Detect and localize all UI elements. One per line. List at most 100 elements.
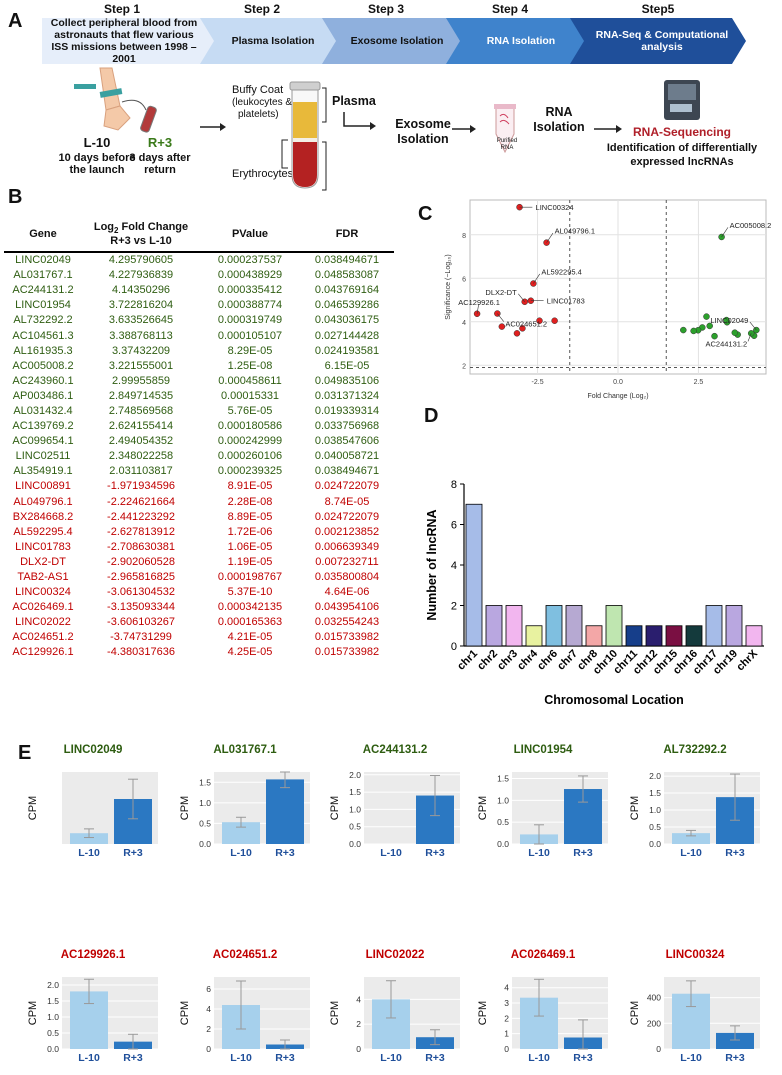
- y-axis-label: CPM: [629, 796, 641, 820]
- table-row: AL161935.3 3.37432209 8.29E-05 0.024193581: [4, 344, 394, 359]
- cell-fdr: 0.031371324: [314, 389, 380, 402]
- table-row: AL354919.1 2.031103817 0.000239325 0.038494…: [4, 464, 394, 479]
- cell-gene: TAB2-AS1: [17, 571, 69, 584]
- y-tick-label: 4: [451, 560, 457, 572]
- cell-fc: 2.494054352: [108, 435, 174, 448]
- table-row: LINC02049 4.295790605 0.000237537 0.0384946…: [4, 252, 394, 268]
- volcano-plot: -2.5 0.0 2.5 2 4 6 8 Fold Change (Log₂) Signific…: [445, 199, 771, 400]
- cell-gene: LINC00324: [15, 586, 71, 599]
- point-label: LINC01783: [547, 297, 585, 306]
- x-tick-label: R+3: [425, 1052, 445, 1064]
- fc-header-sub: 2: [114, 226, 119, 236]
- data-point: [551, 317, 558, 324]
- bar: [266, 779, 304, 844]
- cell-fc: 3.388768113: [109, 329, 173, 342]
- r3-label: R+3: [147, 135, 173, 150]
- cell-fc: 2.849714535: [108, 389, 174, 402]
- tube-bracket: [320, 87, 327, 206]
- identification-label-2: expressed lncRNAs: [630, 156, 734, 168]
- cell-p: 8.91E-05: [227, 480, 273, 493]
- cell-fdr: 8.74E-05: [324, 495, 370, 508]
- y-axis-label: CPM: [179, 796, 191, 820]
- cell-fc: -1.971934596: [107, 480, 175, 493]
- label-leader: [749, 321, 757, 331]
- cell-p: 1.25E-08: [227, 359, 273, 372]
- cell-fdr: 0.019339314: [314, 404, 380, 417]
- mini-chart-title: LINC02049: [63, 744, 123, 756]
- y-tick-label: 1.5: [199, 777, 211, 787]
- cell-fdr: 0.024722079: [314, 480, 380, 493]
- cell-fc: 3.722816204: [108, 299, 174, 312]
- cell-fc: -3.74731299: [110, 631, 172, 644]
- mini-chart-title: AC244131.2: [362, 744, 428, 756]
- cell-p: 0.000260106: [217, 450, 283, 463]
- cell-fc: 3.37432209: [111, 344, 171, 357]
- y-tick-label: 2.0: [649, 771, 661, 781]
- cell-fdr: 0.032554243: [314, 616, 380, 629]
- table-row: AC139769.2 2.624155414 0.000180586 0.033756…: [4, 419, 394, 434]
- x-tick-label: 0.0: [613, 379, 623, 386]
- plasma-label: Plasma: [332, 94, 376, 108]
- arrow-icon: [452, 125, 476, 133]
- y-tick-label: 0: [656, 1044, 661, 1054]
- label-leader: [546, 232, 554, 243]
- table-row: AC129926.1 -4.380317636 4.25E-05 0.01573398…: [4, 645, 394, 660]
- x-tick-label: chrX: [734, 647, 760, 673]
- cell-gene: AP003486.1: [12, 389, 74, 402]
- y-tick-label: 0.5: [47, 1028, 59, 1038]
- bar: [70, 833, 108, 844]
- panel-label-e: E: [18, 742, 32, 764]
- x-axis-label: Chromosomal Location: [544, 693, 684, 707]
- cell-fdr: 0.043954106: [314, 601, 380, 614]
- y-tick-label: 1.0: [349, 804, 361, 814]
- table-row: AC244131.2 4.14350296 0.000335412 0.0437691…: [4, 283, 394, 298]
- step-title: Step 4: [491, 2, 528, 16]
- y-tick-label: 2: [206, 1024, 211, 1034]
- erythrocytes-label: Erythrocytes: [232, 168, 294, 180]
- cell-fc: -2.627813912: [107, 525, 175, 538]
- label-leader: [518, 293, 525, 302]
- cell-fdr: 0.046539286: [314, 299, 380, 312]
- cell-fc: 4.14350296: [111, 284, 171, 297]
- panel-label-d: D: [424, 405, 439, 427]
- workflow-step: RNA-Seq & Computational analysis: [570, 18, 746, 64]
- data-point: [543, 239, 550, 246]
- point-label: LINC02049: [710, 316, 748, 325]
- x-tick-label: -2.5: [532, 379, 544, 386]
- table-row: AL049796.1 -2.224621664 2.28E-08 8.74E-05: [4, 495, 394, 510]
- x-tick-label: L-10: [78, 1052, 100, 1064]
- cell-p: 0.00015331: [220, 389, 280, 402]
- table-row: AL031432.4 2.748569568 5.76E-05 0.019339314: [4, 404, 394, 419]
- y-tick-label: 8: [451, 479, 457, 491]
- table-row: AC024651.2 -3.74731299 4.21E-05 0.015733982: [4, 630, 394, 645]
- r3-desc-1: 3 days after: [129, 152, 191, 164]
- mini-bar-chart: 0.0 0.5 1.0 1.5 2.0 L-10 R+3 CPM: [27, 977, 158, 1064]
- cell-p: 0.000438929: [217, 269, 283, 282]
- cell-p: 0.000388774: [217, 299, 283, 312]
- cell-gene: LINC02049: [15, 254, 71, 267]
- y-tick-label: 0: [504, 1044, 509, 1054]
- y-tick-label: 1.0: [199, 798, 211, 808]
- cell-fc: -2.224621664: [107, 495, 175, 508]
- x-tick-label: L-10: [230, 1052, 252, 1064]
- data-point: [711, 332, 718, 340]
- cell-p: 0.000342135: [217, 601, 283, 614]
- y-tick-label: 4: [356, 994, 361, 1004]
- y-tick-label: 6: [462, 276, 466, 283]
- y-tick-label: 2.0: [47, 980, 59, 990]
- point-label: AC129926.1: [458, 298, 500, 307]
- point-label: AL592295.4: [541, 268, 581, 277]
- table-row: AC243960.1 2.99955859 0.000458611 0.0498351…: [4, 374, 394, 389]
- bar: [645, 625, 663, 647]
- bar: [705, 605, 723, 647]
- y-tick-label: 400: [647, 993, 661, 1003]
- mini-chart-title: LINC00324: [665, 949, 725, 961]
- data-point: [706, 322, 713, 330]
- data-point: [718, 233, 725, 241]
- x-tick-label: R+3: [425, 847, 445, 859]
- purified-label-1: Purified: [496, 138, 518, 144]
- cell-fdr: 0.033756968: [314, 420, 380, 433]
- cell-p: 0.000319749: [217, 314, 283, 327]
- cell-fc: -3.061304532: [107, 586, 175, 599]
- workflow-step: RNA Isolation: [446, 18, 588, 64]
